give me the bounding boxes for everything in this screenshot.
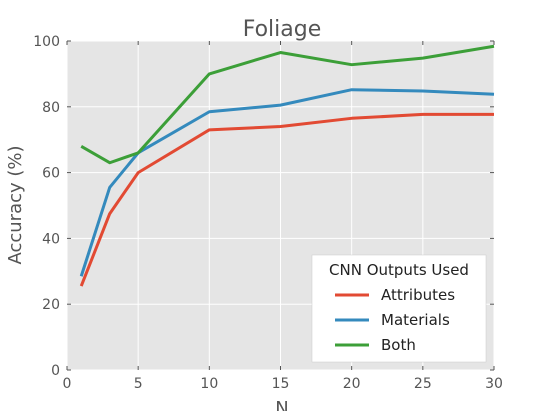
x-tick-label: 5 <box>134 376 143 392</box>
y-tick-label: 40 <box>42 231 60 247</box>
x-tick-label: 20 <box>343 376 361 392</box>
legend-label-materials: Materials <box>381 311 450 329</box>
x-tick-label: 30 <box>485 376 503 392</box>
axis-ticks: 0 5 10 15 20 25 30 0 20 40 60 80 100 <box>33 34 503 392</box>
y-tick-label: 100 <box>33 34 60 50</box>
legend-items: Attributes Materials Both <box>335 286 455 354</box>
chart-title: Foliage <box>243 17 322 42</box>
legend-label-attributes: Attributes <box>381 286 455 304</box>
y-tick-label: 60 <box>42 166 60 182</box>
y-axis-label: Accuracy (%) <box>5 145 26 264</box>
y-tick-label: 80 <box>42 100 60 116</box>
y-tick-label: 20 <box>42 297 60 313</box>
y-tick-label: 0 <box>51 363 60 379</box>
legend-label-both: Both <box>381 336 416 354</box>
series-line-materials <box>79 88 495 277</box>
x-axis-label: N <box>275 398 288 411</box>
x-tick-label: 10 <box>200 376 218 392</box>
x-tick-label: 25 <box>414 376 432 392</box>
data-series <box>79 44 495 287</box>
legend: CNN Outputs Used Attributes Materials Both <box>311 254 487 363</box>
series-line-attributes <box>79 112 494 287</box>
legend-title: CNN Outputs Used <box>329 261 469 279</box>
x-tick-label: 0 <box>63 376 72 392</box>
x-tick-label: 15 <box>272 376 290 392</box>
series-line-both <box>80 44 495 165</box>
